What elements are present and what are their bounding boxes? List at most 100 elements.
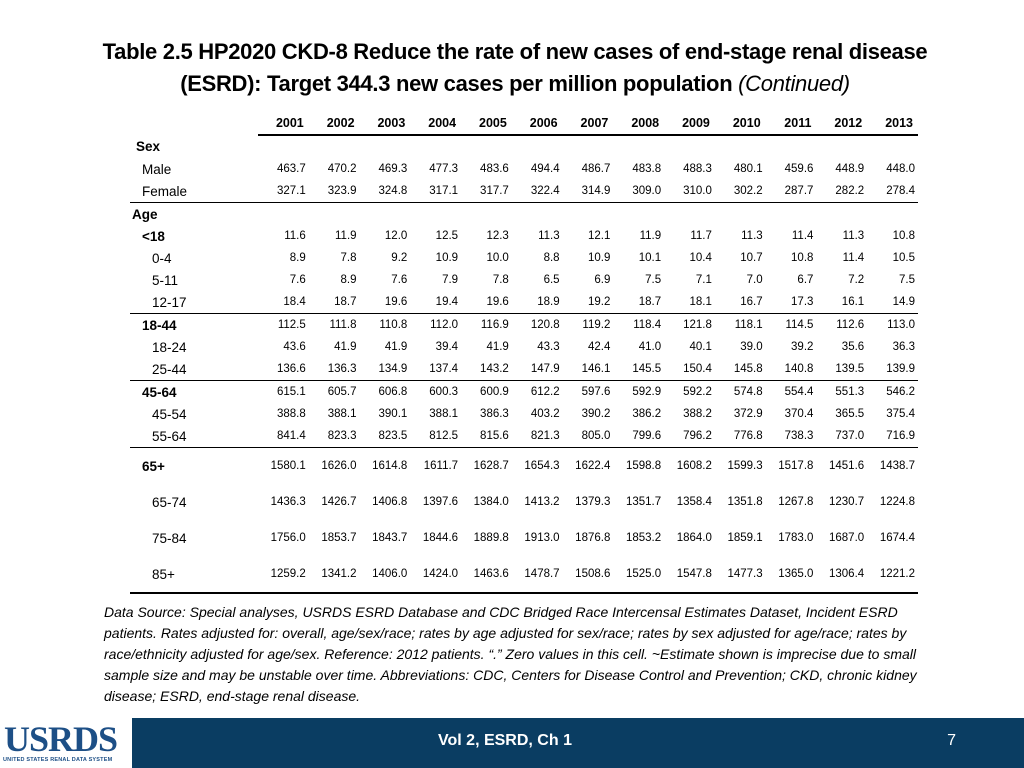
- rate-cell: 1358.4: [676, 496, 712, 508]
- rate-cell: 136.3: [308, 358, 360, 381]
- table-row: 45-54 388.8 388.1 390.1 388.1 386.3 403.2 390.2…: [130, 403, 918, 425]
- rate-cell: [461, 203, 512, 226]
- rate-cell: 1267.8: [778, 496, 814, 508]
- rate-cell: 7.2: [848, 274, 865, 286]
- rate-cell: 112.5: [277, 319, 306, 331]
- rate-cell: 1608.2: [676, 460, 712, 472]
- rate-cell: 386.2: [632, 408, 662, 420]
- rate-cell: 324.8: [359, 180, 411, 203]
- rate-cell: 821.3: [511, 425, 563, 448]
- rate-cell: 1913.0: [524, 532, 560, 544]
- rate-cell: [867, 203, 918, 226]
- rate-cell: 1889.8: [473, 532, 509, 544]
- rate-cell: 18.1: [664, 291, 715, 314]
- rate-cell: 1876.8: [575, 532, 611, 544]
- rate-cell: 42.4: [587, 341, 611, 353]
- rate-cell: 1406.8: [372, 496, 408, 508]
- rate-cell: 121.8: [683, 319, 712, 331]
- row-label: Male: [142, 161, 172, 177]
- table-row: 5-11 7.6 8.9 7.6 7.9 7.8 6.5 6.9 7.5 7.1 7.0 6.7 7.2…: [130, 269, 918, 291]
- title-line-1: Table 2.5 HP2020 CKD-8 Reduce the rate o…: [102, 39, 928, 64]
- rate-cell: 39.2: [791, 341, 814, 353]
- rate-cell: 488.3: [683, 163, 712, 175]
- row-label: 12-17: [130, 291, 258, 314]
- row-label: Age: [132, 206, 158, 222]
- rate-cell: 1611.7: [423, 460, 459, 472]
- rate-cell: 812.5: [410, 425, 462, 448]
- header-year: 2012: [816, 112, 868, 136]
- rate-cell: 388.1: [429, 408, 459, 420]
- rate-cell: 494.4: [530, 163, 560, 175]
- rate-cell: 6.5: [543, 274, 560, 286]
- rate-cell: 19.6: [461, 291, 512, 314]
- table-row: 85+ 1259.2 1341.2 1406.0 1424.0 1463.6 1478.7 1…: [130, 556, 918, 594]
- rate-cell: 592.2: [683, 386, 712, 398]
- rate-cell: 18.7: [613, 291, 665, 314]
- rate-cell: 370.4: [784, 408, 814, 420]
- rate-cell: 470.2: [327, 163, 357, 175]
- rate-cell: [715, 203, 766, 226]
- rate-cell: 716.9: [867, 425, 918, 448]
- rate-cell: 551.3: [835, 386, 865, 398]
- rate-cell: 8.9: [289, 252, 306, 264]
- rate-cell: 136.6: [258, 358, 309, 381]
- rate-cell: 1306.4: [816, 556, 868, 594]
- header-year: 2005: [461, 112, 512, 136]
- rate-cell: 7.6: [391, 274, 408, 286]
- rate-cell: 7.1: [695, 274, 712, 286]
- rate-cell: 1351.7: [625, 496, 662, 508]
- rate-cell: 10.9: [587, 252, 611, 264]
- rate-cell: 375.4: [886, 408, 915, 420]
- rate-cell: 388.8: [276, 408, 306, 420]
- rate-cell: 6.7: [797, 274, 814, 286]
- rate-cell: 605.7: [327, 386, 357, 398]
- rate-cell: 302.2: [714, 180, 766, 203]
- rate-cell: 1413.2: [524, 496, 560, 508]
- row-label: 18-44: [142, 317, 177, 333]
- rate-cell: 1674.4: [879, 532, 915, 544]
- header-year: 2010: [714, 112, 766, 136]
- rate-cell: [461, 135, 512, 158]
- rate-cell: 114.5: [785, 319, 814, 331]
- rate-cell: 486.7: [581, 163, 611, 175]
- table-row: Female 327.1 323.9 324.8 317.1 317.7 322.4 314.…: [130, 180, 918, 203]
- header-year: 2004: [410, 112, 462, 136]
- rate-cell: [613, 135, 664, 158]
- rate-cell: 146.1: [562, 358, 614, 381]
- header-year: 2008: [613, 112, 665, 136]
- rate-cell: 11.3: [741, 230, 763, 242]
- rate-cell: [816, 135, 867, 158]
- table-row: Male 463.7 470.2 469.3 477.3 483.6 494.4 486.7 4…: [130, 158, 918, 180]
- header-year: 2003: [359, 112, 411, 136]
- rate-cell: 805.0: [562, 425, 614, 448]
- table-row: 0-4 8.9 7.8 9.2 10.9 10.0 8.8 10.9 10.1 10.4 10.7 1…: [130, 247, 918, 269]
- rate-cell: 477.3: [429, 163, 459, 175]
- rate-cell: 390.1: [378, 408, 408, 420]
- rate-cell: 1438.7: [879, 460, 915, 472]
- rate-cell: 12.5: [435, 230, 459, 242]
- page-title: Table 2.5 HP2020 CKD-8 Reduce the rate o…: [60, 36, 970, 100]
- rate-cell: [360, 203, 411, 226]
- rate-cell: 823.5: [359, 425, 411, 448]
- row-label: 45-54: [152, 406, 187, 422]
- rate-cell: 134.9: [359, 358, 411, 381]
- rate-cell: 11.3: [538, 230, 560, 242]
- rate-cell: 41.0: [638, 341, 662, 353]
- header-year: 2001: [258, 112, 309, 136]
- row-label: 75-84: [152, 530, 187, 546]
- rate-cell: 386.3: [480, 408, 509, 420]
- row-label: Female: [130, 180, 258, 203]
- rate-cell: [613, 203, 664, 226]
- rate-cell: 322.4: [511, 180, 563, 203]
- rate-cell: 11.3: [842, 230, 865, 242]
- rate-cell: 1598.8: [625, 460, 662, 472]
- rate-cell: 10.5: [892, 252, 915, 264]
- rate-cell: 12.0: [384, 230, 408, 242]
- row-label: 25-44: [130, 358, 258, 381]
- rate-cell: 1859.1: [727, 532, 763, 544]
- logo-text: USRDS: [4, 719, 118, 759]
- rate-cell: [360, 135, 411, 158]
- rate-cell: 10.7: [740, 252, 763, 264]
- rate-cell: 1230.7: [829, 496, 865, 508]
- rate-cell: 10.8: [791, 252, 814, 264]
